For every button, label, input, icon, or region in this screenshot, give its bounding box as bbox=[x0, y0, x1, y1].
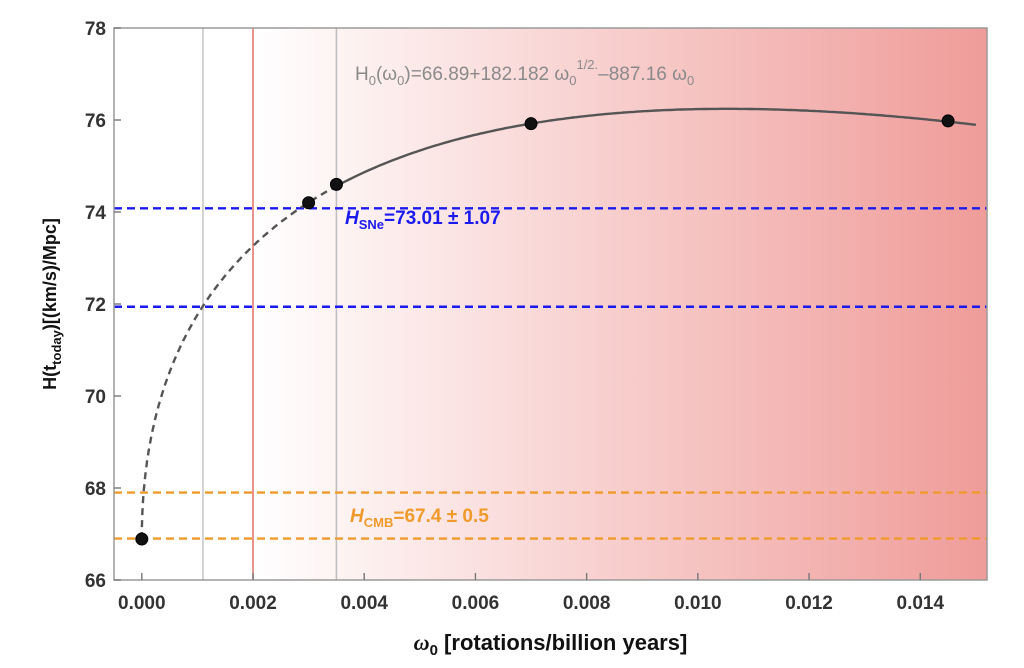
data-point-1 bbox=[135, 532, 149, 546]
x-tick-label-7: 0.012 bbox=[785, 593, 833, 614]
fit-curve-dashed bbox=[140, 185, 337, 540]
y-tick-label-6: 76 bbox=[85, 111, 106, 132]
y-tick-label-2: 68 bbox=[85, 479, 106, 500]
fit-curve bbox=[140, 107, 977, 540]
x-tick-label-2: 0.002 bbox=[229, 593, 277, 614]
y-axis-title: H(ttoday)[(km/s)/Mpc] bbox=[40, 218, 64, 390]
y-tick-label-7: 78 bbox=[85, 19, 106, 40]
sne-band-label: HSNe=73.01 ± 1.07 bbox=[345, 208, 501, 232]
y-tick-label-5: 74 bbox=[85, 203, 107, 224]
x-tick-label-4: 0.006 bbox=[452, 593, 500, 614]
data-point-4 bbox=[524, 117, 538, 131]
fit-curve-solid bbox=[335, 107, 977, 188]
axis-ticks: 0.000 0.002 0.004 0.006 0.008 0.010 0.012 0.014… bbox=[85, 19, 945, 614]
shaded-region bbox=[253, 28, 987, 580]
data-point-3 bbox=[329, 177, 343, 191]
data-points bbox=[135, 114, 955, 546]
x-tick-label-5: 0.008 bbox=[563, 593, 611, 614]
x-tick-label-8: 0.014 bbox=[897, 593, 945, 614]
cmb-band-label: HCMB=67.4 ± 0.5 bbox=[350, 506, 489, 530]
reference-bands bbox=[114, 207, 987, 540]
x-tick-label-3: 0.004 bbox=[340, 593, 388, 614]
x-tick-label-6: 0.010 bbox=[674, 593, 722, 614]
y-tick-label-4: 72 bbox=[85, 295, 106, 316]
data-point-2 bbox=[302, 196, 316, 210]
x-tick-label-1: 0.000 bbox=[118, 593, 166, 614]
y-tick-label-1: 66 bbox=[85, 571, 106, 592]
y-tick-label-3: 70 bbox=[85, 387, 106, 408]
data-point-5 bbox=[941, 114, 955, 128]
fit-formula-label: H0(ω0)=66.89+182.182 ω01/2.–887.16 ω0 bbox=[355, 57, 694, 88]
x-axis-title: ω0 [rotations/billion years] bbox=[414, 630, 688, 659]
